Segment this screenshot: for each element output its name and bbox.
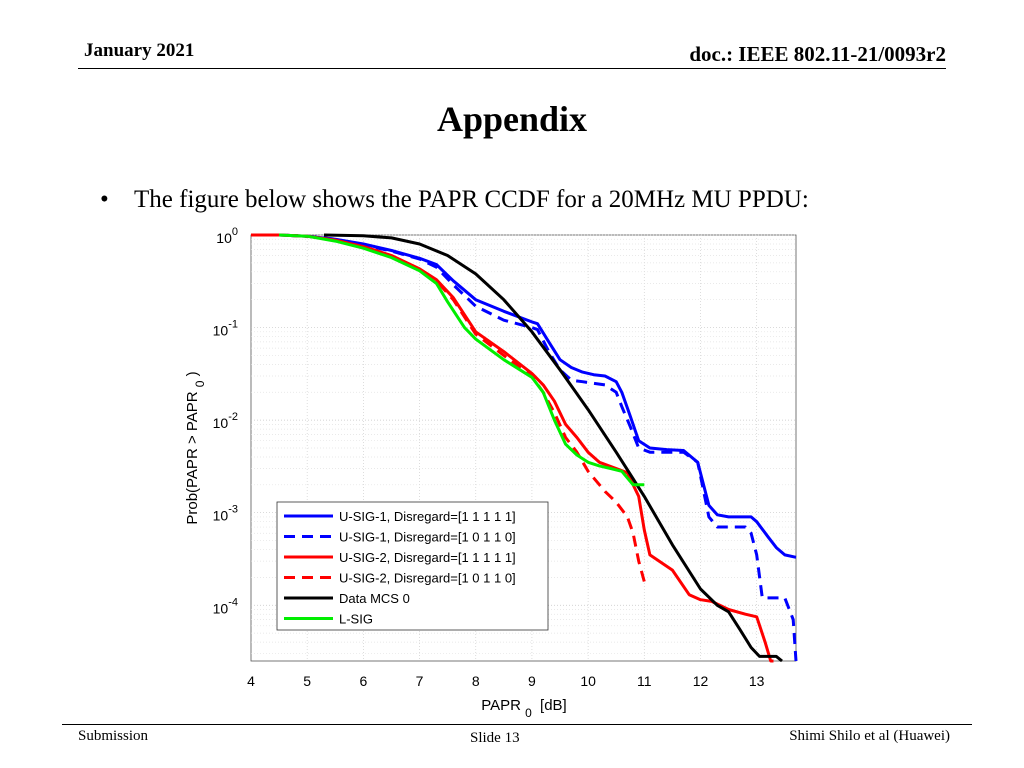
y-tick-label-1: 10-1	[213, 319, 238, 339]
x-axis-label: PAPR 0 [dB]	[481, 697, 566, 721]
y-tick-label-3: 10-3	[213, 504, 238, 524]
legend-box	[276, 501, 549, 631]
y-tick-label-0: 100	[216, 226, 238, 246]
bullet-marker: •	[100, 186, 109, 213]
footer-submission: Submission	[78, 728, 149, 744]
x-axis-label-sub: 0	[525, 706, 532, 720]
x-axis-label-unit: [dB]	[540, 697, 567, 714]
x-tick-label-10: 10	[580, 673, 596, 689]
y-tick-base: 10	[213, 508, 229, 524]
footer-divider	[62, 724, 972, 725]
x-tick-labels: 4 5 6 7 8 9 10 11 12 13	[247, 673, 765, 689]
footer-authors: Shimi Shilo et al (Huawei)	[789, 728, 950, 744]
y-axis-label: Prob(PAPR > PAPR 0 )	[184, 371, 208, 524]
legend-label-2: U-SIG-1, Disregard=[1 0 1 1 0]	[339, 530, 516, 545]
header-doc-number: doc.: IEEE 802.11-21/0093r2	[689, 42, 946, 66]
y-tick-base: 10	[213, 600, 229, 616]
x-tick-label-8: 8	[472, 673, 480, 689]
series-layer	[251, 233, 798, 663]
y-tick-exponent: -3	[228, 504, 238, 516]
footer-slide-number: Slide 13	[470, 730, 520, 746]
series-line-5	[323, 233, 783, 663]
x-tick-label-7: 7	[416, 673, 424, 689]
y-tick-label-2: 10-2	[213, 411, 238, 431]
x-tick-label-9: 9	[528, 673, 536, 689]
y-tick-base: 10	[213, 323, 229, 339]
bullet-item: • The figure below shows the PAPR CCDF fo…	[100, 186, 809, 214]
legend-label-1: U-SIG-1, Disregard=[1 1 1 1 1]	[339, 509, 516, 524]
bullet-text: The figure below shows the PAPR CCDF for…	[134, 186, 809, 213]
y-tick-label-4: 10-4	[213, 596, 238, 616]
legend-label-3: U-SIG-2, Disregard=[1 1 1 1 1]	[339, 550, 516, 565]
legend-label-4: U-SIG-2, Disregard=[1 0 1 1 0]	[339, 571, 516, 586]
y-tick-exponent: -2	[228, 411, 238, 423]
series-line-2	[251, 233, 798, 662]
legend-label-5: Data MCS 0	[339, 591, 410, 606]
legend: U-SIG-1, Disregard=[1 1 1 1 1] U-SIG-1, D…	[276, 501, 549, 631]
x-tick-label-5: 5	[303, 673, 311, 689]
y-tick-base: 10	[216, 230, 232, 246]
slide-title: Appendix	[436, 99, 588, 139]
series-line-6	[279, 233, 645, 487]
y-tick-exponent: -1	[228, 319, 238, 331]
x-tick-label-11: 11	[637, 673, 652, 689]
y-tick-exponent: -4	[228, 596, 238, 608]
x-tick-label-13: 13	[749, 673, 765, 689]
y-axis-label-main: Prob(PAPR > PAPR	[184, 391, 201, 524]
header-divider	[78, 68, 946, 69]
x-axis-label-main: PAPR	[481, 697, 521, 714]
legend-label-6: L-SIG	[339, 612, 373, 627]
x-tick-label-4: 4	[247, 673, 255, 689]
y-axis-label-sub: 0	[193, 380, 207, 387]
x-tick-label-12: 12	[693, 673, 709, 689]
y-tick-base: 10	[213, 415, 229, 431]
header-date: January 2021	[84, 40, 195, 61]
y-axis-label-close: )	[184, 371, 201, 376]
x-tick-label-6: 6	[359, 673, 367, 689]
y-tick-exponent: 0	[232, 226, 238, 238]
